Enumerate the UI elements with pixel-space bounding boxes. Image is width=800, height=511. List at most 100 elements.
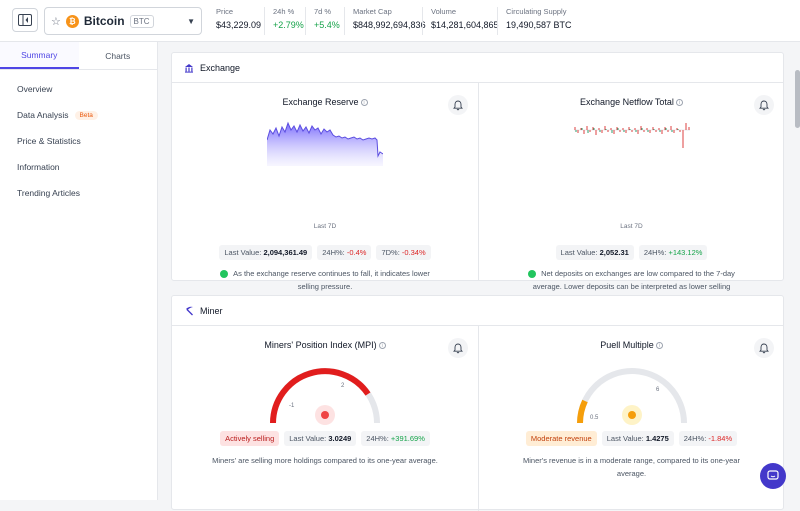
gauge-tick-label: 2 xyxy=(341,383,345,389)
bell-icon[interactable] xyxy=(754,338,774,358)
last-value-chip: Last Value: 1.4275 xyxy=(601,431,674,446)
gauge-tick-label: 6 xyxy=(656,387,660,393)
panel-title-text: Miners' Position Index (MPI) xyxy=(264,340,377,350)
sidebar-item-label: Trending Articles xyxy=(17,188,80,198)
sidebar-tabs: Summary Charts xyxy=(0,42,157,70)
h24-chip: 24H%: +391.69% xyxy=(361,431,430,446)
coin-name: Bitcoin xyxy=(83,14,125,28)
smile-icon xyxy=(220,270,229,279)
sidebar-item-data-analysis[interactable]: Data Analysis Beta xyxy=(17,110,98,120)
gauge-tick-label: 0.5 xyxy=(590,415,599,421)
puell-gauge: 0.5 6 xyxy=(577,368,687,425)
beta-badge: Beta xyxy=(74,110,98,120)
panel-title: Puell Multiple i xyxy=(479,340,784,350)
bell-icon[interactable] xyxy=(448,95,468,115)
sidebar-toggle-button[interactable] xyxy=(12,8,38,32)
range-label: Last 7D xyxy=(620,223,643,230)
chip-label: Last Value: xyxy=(289,434,327,443)
chat-button[interactable] xyxy=(760,463,786,489)
h24-chip: 24H%: -0.4% xyxy=(317,245,372,260)
stat-value: $43,229.09 xyxy=(216,20,262,30)
sidebar-item-information[interactable]: Information xyxy=(17,162,60,172)
exchange-card: Exchange Exchange Reserve i Last 7D Last … xyxy=(171,52,784,304)
chip-label: 24H%: xyxy=(643,248,667,257)
panel-description: Miners' are selling more holdings compar… xyxy=(212,456,438,465)
miner-card: Miner Miners' Position Index (MPI) i -1 2… xyxy=(171,295,784,511)
panel-title: Miners' Position Index (MPI) i xyxy=(172,340,478,350)
chip-label: Last Value: xyxy=(560,248,598,257)
coin-ticker: BTC xyxy=(129,14,154,28)
sidebar-item-price-statistics[interactable]: Price & Statistics xyxy=(17,136,81,146)
d7-chip: 7D%: -0.34% xyxy=(376,245,431,260)
stat-market-cap: Market Cap $848,992,694,836 xyxy=(344,7,426,35)
section-title: Miner xyxy=(200,305,223,316)
stat-label: Volume xyxy=(431,7,457,16)
panel-title: Exchange Reserve i xyxy=(172,97,478,107)
info-icon[interactable]: i xyxy=(655,342,663,350)
smile-icon xyxy=(528,270,537,279)
bell-icon[interactable] xyxy=(754,95,774,115)
stat-value: +2.79% xyxy=(273,20,304,30)
chat-icon xyxy=(767,470,779,480)
chip-value: 2,052.31 xyxy=(599,248,629,257)
chip-value: -0.34% xyxy=(401,248,426,257)
sidebar-toggle-icon xyxy=(18,14,32,26)
chip-value: +143.12% xyxy=(668,248,703,257)
last-value-chip: Last Value: 2,052.31 xyxy=(555,245,634,260)
chip-value: -1.84% xyxy=(708,434,733,443)
section-title: Exchange xyxy=(200,62,241,73)
range-label: Last 7D xyxy=(313,223,337,230)
sidebar-item-label: Data Analysis xyxy=(17,110,69,120)
last-value-chip: Last Value: 2,094,361.49 xyxy=(219,245,313,260)
panel-title-text: Puell Multiple xyxy=(600,340,654,350)
chip-label: Last Value: xyxy=(606,434,644,443)
stat-circulating-supply: Circulating Supply 19,490,587 BTC xyxy=(497,7,572,35)
exchange-netflow-sparkline xyxy=(574,123,690,148)
chip-label: 24H%: xyxy=(322,248,345,257)
metric-chips: Moderate revenue Last Value: 1.4275 24H%… xyxy=(479,431,784,446)
chip-label: Last Value: xyxy=(224,248,262,257)
bell-icon[interactable] xyxy=(448,338,468,358)
chip-value: 1.4275 xyxy=(645,434,669,443)
metric-chips: Last Value: 2,094,361.49 24H%: -0.4% 7D%… xyxy=(172,245,478,260)
exchange-reserve-sparkline xyxy=(267,121,383,166)
metric-chips: Last Value: 2,052.31 24H%: +143.12% xyxy=(479,245,784,260)
gauge-tick-label: -1 xyxy=(289,403,295,409)
description-text: As the exchange reserve continues to fal… xyxy=(233,269,430,291)
bitcoin-logo-icon: ₿ xyxy=(65,14,79,28)
info-icon[interactable]: i xyxy=(378,342,386,350)
exchange-netflow-panel: Exchange Netflow Total i Last 7D Last Val… xyxy=(478,83,784,304)
panel-title: Exchange Netflow Total i xyxy=(479,97,784,107)
stat-24h: 24h % +2.79% xyxy=(264,7,304,35)
star-icon[interactable]: ☆ xyxy=(51,15,61,28)
stat-label: Market Cap xyxy=(353,7,392,16)
stat-label: Circulating Supply xyxy=(506,7,567,16)
tab-charts[interactable]: Charts xyxy=(105,50,131,61)
sidebar-item-label: Information xyxy=(17,162,60,172)
chip-value: +391.69% xyxy=(390,434,425,443)
panel-title-text: Exchange Netflow Total xyxy=(580,97,674,107)
stat-label: Price xyxy=(216,7,234,16)
sidebar-item-overview[interactable]: Overview xyxy=(17,84,52,94)
sidebar: Summary Charts Overview Data Analysis Bet… xyxy=(0,42,158,500)
panel-description: As the exchange reserve continues to fal… xyxy=(172,267,478,293)
scrollbar-thumb[interactable] xyxy=(795,70,800,128)
chip-label: 24H%: xyxy=(366,434,389,443)
puell-panel: Puell Multiple i 0.5 6 Moderate revenue L… xyxy=(478,326,784,511)
chevron-down-icon[interactable]: ▼ xyxy=(187,16,195,26)
info-icon[interactable]: i xyxy=(360,99,368,107)
miner-card-header: Miner xyxy=(172,296,783,326)
exchange-card-header: Exchange xyxy=(172,53,783,83)
stat-value: 19,490,587 BTC xyxy=(506,20,572,30)
stat-7d: 7d % +5.4% xyxy=(305,7,340,35)
main-content: Exchange Exchange Reserve i Last 7D Last … xyxy=(158,42,800,511)
top-bar: ☆ ₿ Bitcoin BTC ▼ Price $43,229.09 24h %… xyxy=(0,0,800,42)
mpi-gauge: -1 2 xyxy=(270,368,380,425)
tab-summary[interactable]: Summary xyxy=(0,42,79,69)
h24-chip: 24H%: -1.84% xyxy=(678,431,738,446)
info-icon[interactable]: i xyxy=(675,99,683,107)
chip-value: 3.0249 xyxy=(328,434,352,443)
coin-selector[interactable]: ☆ ₿ Bitcoin BTC ▼ xyxy=(44,7,202,35)
sidebar-item-trending-articles[interactable]: Trending Articles xyxy=(17,188,80,198)
h24-chip: 24H%: +143.12% xyxy=(638,245,708,260)
